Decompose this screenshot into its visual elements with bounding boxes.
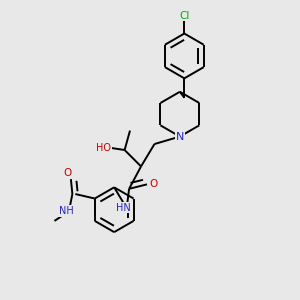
Text: N: N [176,132,184,142]
Text: O: O [150,179,158,189]
Text: HN: HN [116,202,130,213]
Text: HO: HO [96,142,111,153]
Text: O: O [64,168,72,178]
Text: NH: NH [59,206,74,216]
Text: Cl: Cl [179,11,190,21]
